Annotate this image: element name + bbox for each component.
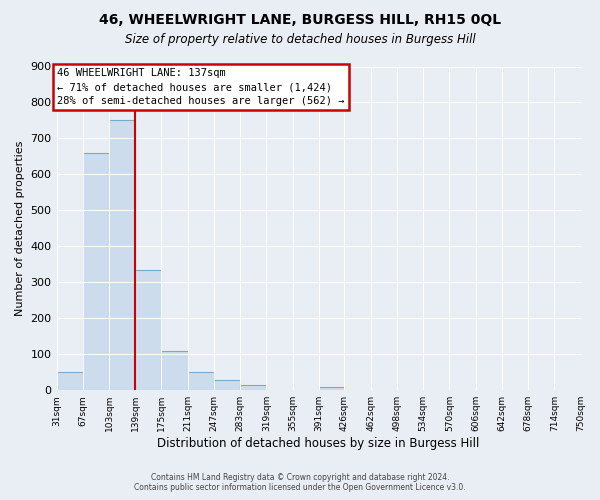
Bar <box>135 270 161 390</box>
Bar <box>240 385 266 390</box>
Text: Contains HM Land Registry data © Crown copyright and database right 2024.
Contai: Contains HM Land Registry data © Crown c… <box>134 473 466 492</box>
Bar <box>83 153 109 390</box>
Text: 46 WHEELWRIGHT LANE: 137sqm
← 71% of detached houses are smaller (1,424)
28% of : 46 WHEELWRIGHT LANE: 137sqm ← 71% of det… <box>57 68 345 106</box>
X-axis label: Distribution of detached houses by size in Burgess Hill: Distribution of detached houses by size … <box>157 437 480 450</box>
Bar <box>188 372 214 390</box>
Bar <box>56 372 83 390</box>
Text: 46, WHEELWRIGHT LANE, BURGESS HILL, RH15 0QL: 46, WHEELWRIGHT LANE, BURGESS HILL, RH15… <box>99 12 501 26</box>
Bar <box>319 388 344 390</box>
Bar <box>214 380 240 390</box>
Bar <box>161 352 188 390</box>
Y-axis label: Number of detached properties: Number of detached properties <box>15 140 25 316</box>
Bar <box>109 120 135 390</box>
Text: Size of property relative to detached houses in Burgess Hill: Size of property relative to detached ho… <box>125 32 475 46</box>
